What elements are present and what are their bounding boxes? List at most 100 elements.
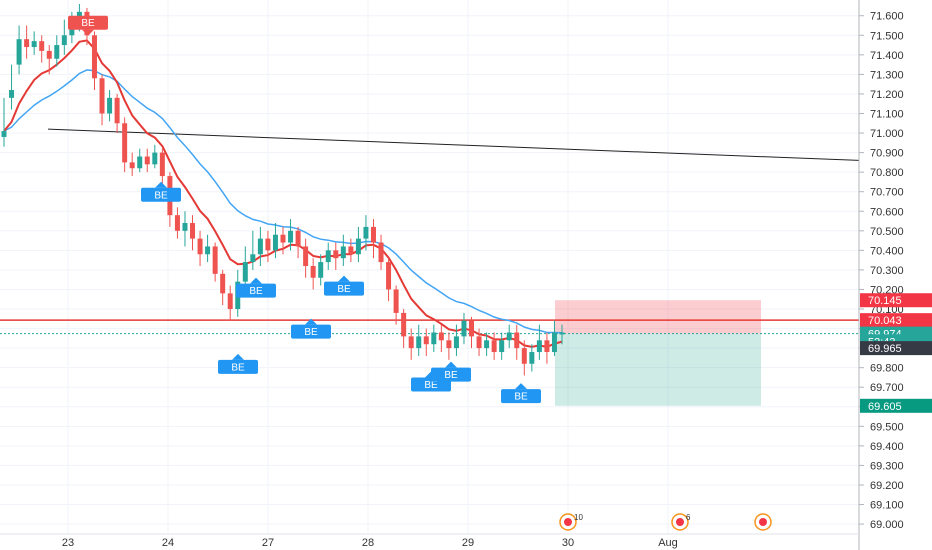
candle [288,219,294,251]
signal-badge[interactable] [218,359,258,374]
price-tag-label: 70.043 [868,315,902,327]
signal-marker[interactable]: BE [324,275,364,296]
candle [295,226,301,259]
candle-body [250,254,256,263]
signal-marker[interactable]: BE [291,318,331,339]
candle-body [521,348,527,364]
candle [416,324,422,356]
candle-body [220,273,226,294]
signal-label: BE [514,392,528,403]
price-tag-label: 69.965 [868,343,902,355]
price-tick-label: 71.300 [870,69,904,81]
candle-body [174,215,180,231]
time-tick-label: 23 [62,537,74,549]
signal-badge[interactable] [141,187,181,202]
price-tick-label: 69.500 [870,421,904,433]
candle-body [54,45,60,59]
candle-body [197,238,203,255]
candle [408,328,414,360]
signal-arrow [155,181,167,188]
signal-arrow [82,29,94,36]
candle [461,312,467,345]
signal-marker[interactable]: BE [141,181,181,202]
candle [551,320,557,356]
signal-marker[interactable]: BE [501,383,541,404]
candle [370,219,376,259]
price-tick-label: 70.500 [870,226,904,238]
price-tag-label: 69.605 [868,401,902,413]
candle [272,222,278,259]
signal-marker[interactable]: BE [431,361,471,382]
candle-body [16,39,22,65]
candle-body [469,320,475,337]
fast-moving-average [3,39,563,348]
candle-body [205,246,211,255]
candle [137,148,143,173]
candle-body [386,262,392,290]
signal-marker[interactable]: BE [218,353,258,374]
economic-event-icon[interactable] [754,513,772,531]
candle-body [536,340,542,353]
signal-badge[interactable] [501,389,541,404]
candle [212,242,218,282]
price-tick-label: 69.000 [870,519,904,531]
trendline [47,128,860,161]
price-tick-label: 70.700 [870,187,904,199]
price-tick-label: 71.100 [870,108,904,120]
candle-body [280,234,286,243]
signal-label: BE [444,370,458,381]
candle [303,238,309,278]
candle [453,324,459,356]
candle-body [295,230,301,247]
signal-marker[interactable]: BE [68,15,108,36]
candle-body [91,35,97,79]
economic-event-icon[interactable]: 10 [559,513,583,531]
candle [1,97,7,147]
candle [24,25,30,59]
price-tag: 70.145 [860,293,932,308]
candle-body [333,250,339,259]
signal-badge[interactable] [431,367,471,382]
event-dot [564,518,572,526]
candle-body [423,336,429,345]
time-tick-label: 28 [362,537,374,549]
candle [129,152,135,177]
event-dot [676,518,684,526]
candle [491,332,497,360]
signal-label: BE [304,327,318,338]
candle-body [318,262,324,278]
candle [220,269,226,306]
candle-body [61,35,67,46]
signal-badge[interactable] [236,283,276,298]
candle [438,324,444,353]
signal-badge[interactable] [324,281,364,296]
grid [0,0,859,534]
price-tick-label: 69.800 [870,363,904,375]
candle [16,25,22,75]
candle-body [499,340,505,353]
candle [340,234,346,266]
candle-body [257,238,263,255]
candle-body [152,152,158,165]
signal-arrow [250,277,262,284]
candle-body [212,246,218,274]
event-label: 6 [686,513,691,522]
price-axis[interactable]: 71.600 71.500 71.400 71.300 71.200 71.100 71.0… [859,11,904,531]
candle [265,230,271,263]
candle-body [559,332,565,335]
economic-event-icon[interactable]: 6 [671,513,691,531]
candle [250,230,256,270]
signal-badge[interactable] [68,15,108,30]
signal-badge[interactable] [291,324,331,339]
time-tick-label: 27 [262,537,274,549]
candle-body [408,336,414,349]
signal-label: BE [249,286,263,297]
signal-marker[interactable]: BE [236,277,276,298]
candle-body [348,246,354,255]
stop-zone [555,300,761,334]
price-tick-label: 71.200 [870,89,904,101]
candle-body [325,250,331,263]
candle-body [242,262,248,282]
time-axis[interactable]: 23 24 27 28 29 30 Aug [62,537,678,549]
